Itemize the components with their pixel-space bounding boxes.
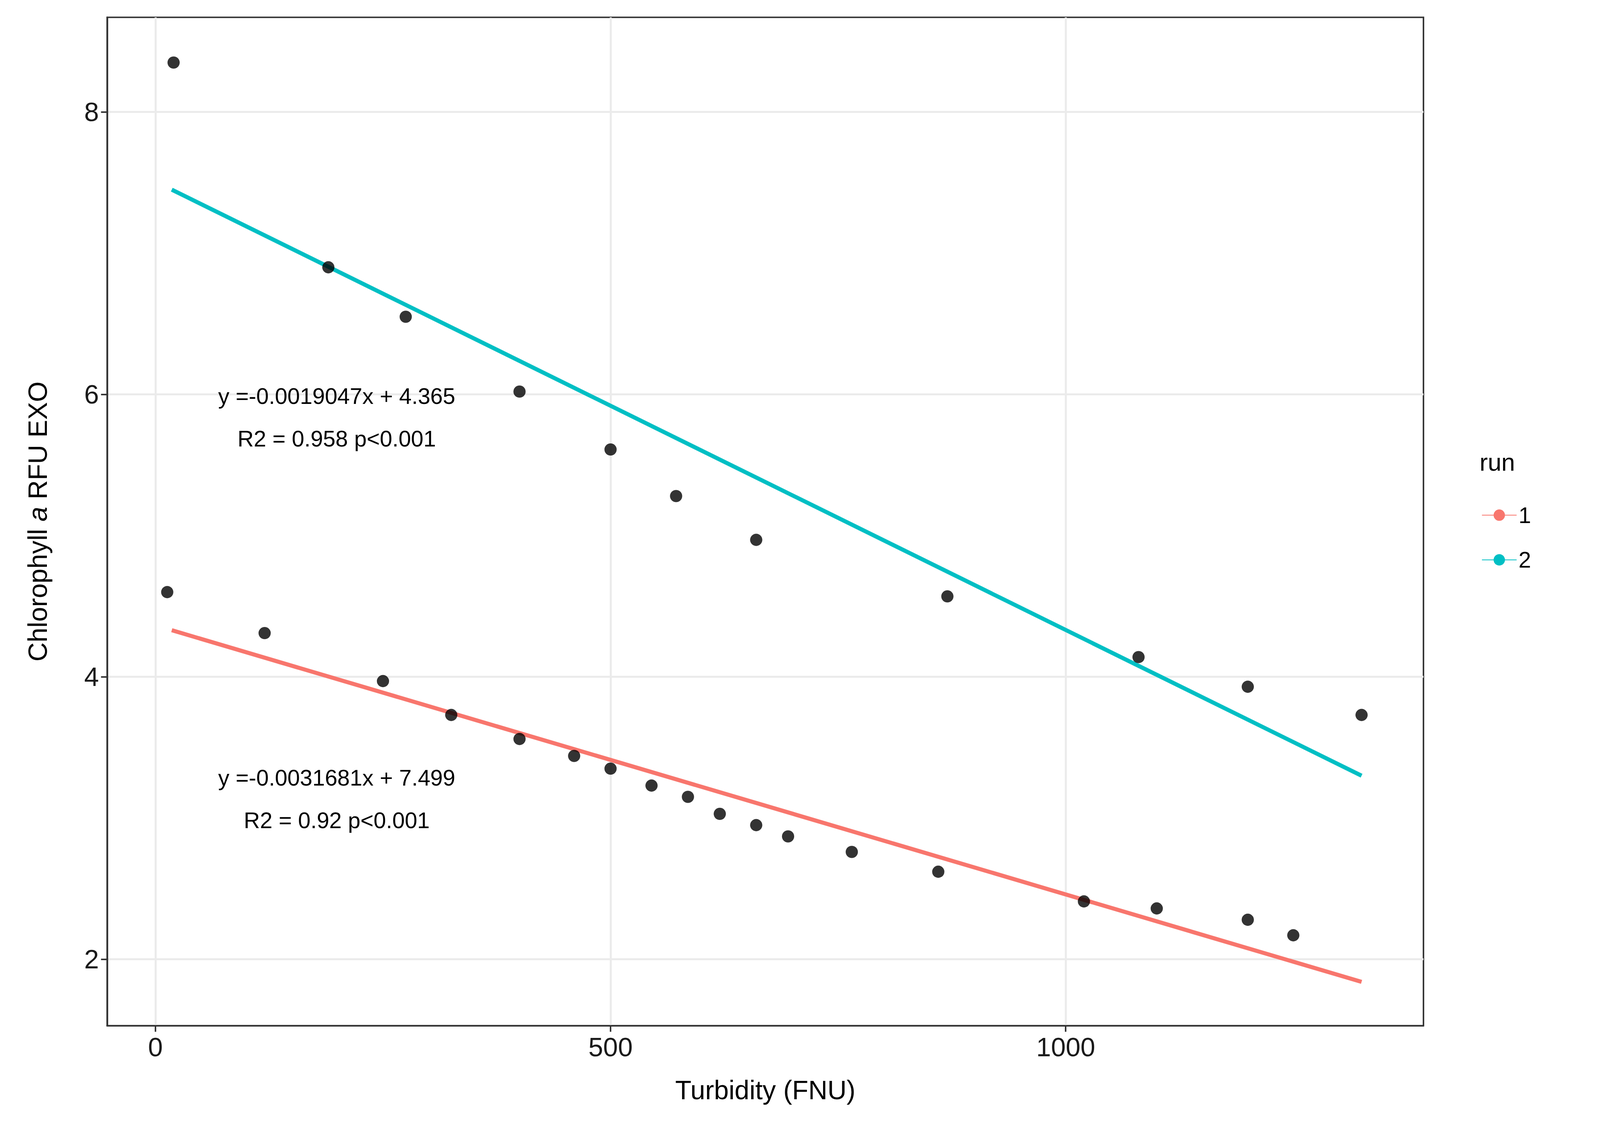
svg-text:Chlorophyll: Chlorophyll — [23, 528, 53, 662]
svg-text:6: 6 — [84, 379, 100, 409]
svg-text:1: 1 — [1518, 502, 1532, 528]
svg-text:EXO: EXO — [23, 381, 53, 438]
svg-text:run: run — [1479, 448, 1516, 476]
svg-text:RFU: RFU — [23, 444, 53, 500]
svg-text:1000: 1000 — [1036, 1032, 1096, 1062]
svg-text:0: 0 — [148, 1032, 163, 1062]
svg-text:R2 = 0.958 p<0.001: R2 = 0.958 p<0.001 — [237, 426, 436, 452]
svg-text:Turbidity (FNU): Turbidity (FNU) — [675, 1075, 856, 1105]
svg-text:a: a — [23, 506, 53, 522]
svg-text:R2 = 0.92 p<0.001: R2 = 0.92 p<0.001 — [243, 807, 430, 833]
svg-text:y =-0.0031681x + 7.499: y =-0.0031681x + 7.499 — [218, 765, 456, 791]
svg-text:2: 2 — [1518, 547, 1532, 573]
svg-text:8: 8 — [84, 97, 100, 127]
svg-text:y =-0.0019047x + 4.365: y =-0.0019047x + 4.365 — [218, 383, 456, 409]
svg-text:4: 4 — [84, 662, 100, 692]
svg-text:500: 500 — [588, 1032, 633, 1062]
svg-text:2: 2 — [84, 944, 100, 974]
